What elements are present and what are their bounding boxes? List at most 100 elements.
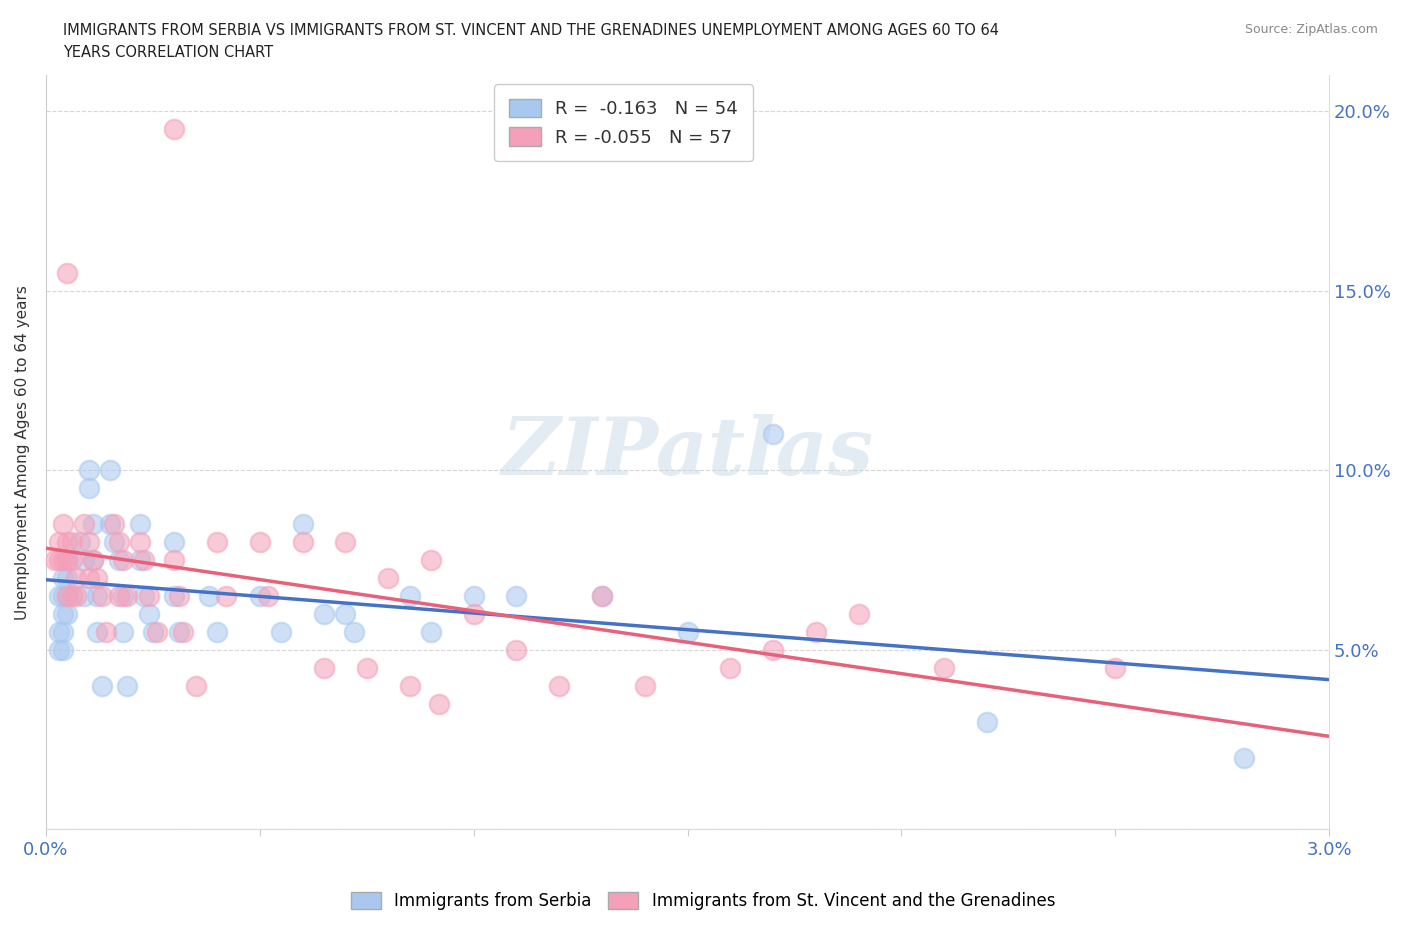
Point bbox=[111, 624, 134, 639]
Point bbox=[197, 589, 219, 604]
Point bbox=[52, 571, 75, 586]
Point bbox=[77, 571, 100, 586]
Point bbox=[257, 589, 280, 604]
Point bbox=[419, 552, 441, 567]
Point bbox=[463, 606, 485, 621]
Point bbox=[52, 624, 75, 639]
Point bbox=[184, 678, 207, 693]
Point bbox=[142, 624, 165, 639]
Point bbox=[52, 606, 75, 621]
Point bbox=[291, 535, 314, 550]
Point bbox=[163, 122, 186, 137]
Point bbox=[138, 606, 160, 621]
Point bbox=[86, 624, 108, 639]
Point bbox=[312, 660, 335, 675]
Point bbox=[56, 589, 79, 604]
Point bbox=[398, 589, 420, 604]
Point bbox=[60, 552, 83, 567]
Point bbox=[69, 535, 91, 550]
Y-axis label: Unemployment Among Ages 60 to 64 years: Unemployment Among Ages 60 to 64 years bbox=[15, 285, 30, 620]
Point bbox=[77, 481, 100, 496]
Point bbox=[56, 606, 79, 621]
Point bbox=[52, 643, 75, 658]
Point bbox=[73, 517, 96, 532]
Point bbox=[115, 678, 138, 693]
Point bbox=[73, 589, 96, 604]
Point bbox=[129, 535, 152, 550]
Point bbox=[214, 589, 236, 604]
Point bbox=[1104, 660, 1126, 675]
Point bbox=[115, 589, 138, 604]
Point bbox=[163, 535, 186, 550]
Point bbox=[312, 606, 335, 621]
Point bbox=[90, 678, 112, 693]
Point bbox=[804, 624, 827, 639]
Point bbox=[163, 552, 186, 567]
Point bbox=[107, 589, 129, 604]
Point bbox=[65, 571, 87, 586]
Point bbox=[167, 589, 190, 604]
Point bbox=[48, 535, 70, 550]
Point bbox=[463, 589, 485, 604]
Point bbox=[356, 660, 378, 675]
Point bbox=[505, 643, 527, 658]
Point bbox=[591, 589, 613, 604]
Point bbox=[419, 624, 441, 639]
Point bbox=[98, 517, 121, 532]
Point bbox=[103, 517, 125, 532]
Point bbox=[718, 660, 741, 675]
Point bbox=[762, 427, 785, 442]
Point bbox=[167, 624, 190, 639]
Point bbox=[56, 552, 79, 567]
Point bbox=[94, 624, 117, 639]
Legend: R =  -0.163   N = 54, R = -0.055   N = 57: R = -0.163 N = 54, R = -0.055 N = 57 bbox=[494, 85, 752, 161]
Point bbox=[343, 624, 366, 639]
Point bbox=[82, 517, 104, 532]
Point bbox=[134, 589, 156, 604]
Point bbox=[291, 517, 314, 532]
Point bbox=[129, 517, 152, 532]
Point bbox=[56, 571, 79, 586]
Point bbox=[848, 606, 870, 621]
Point bbox=[205, 535, 228, 550]
Point bbox=[634, 678, 657, 693]
Point bbox=[107, 552, 129, 567]
Point bbox=[270, 624, 292, 639]
Point bbox=[249, 535, 271, 550]
Point bbox=[48, 624, 70, 639]
Point bbox=[134, 552, 156, 567]
Point bbox=[111, 552, 134, 567]
Point bbox=[82, 552, 104, 567]
Point bbox=[48, 552, 70, 567]
Text: YEARS CORRELATION CHART: YEARS CORRELATION CHART bbox=[63, 45, 273, 60]
Point bbox=[146, 624, 169, 639]
Point bbox=[676, 624, 699, 639]
Point bbox=[934, 660, 956, 675]
Point bbox=[107, 535, 129, 550]
Point bbox=[56, 535, 79, 550]
Point bbox=[129, 552, 152, 567]
Point bbox=[56, 552, 79, 567]
Point bbox=[56, 589, 79, 604]
Point bbox=[591, 589, 613, 604]
Point bbox=[505, 589, 527, 604]
Point bbox=[1232, 751, 1254, 765]
Point bbox=[335, 535, 357, 550]
Point bbox=[548, 678, 571, 693]
Point bbox=[48, 589, 70, 604]
Text: ZIPatlas: ZIPatlas bbox=[502, 414, 873, 491]
Point bbox=[65, 589, 87, 604]
Point bbox=[377, 571, 399, 586]
Legend: Immigrants from Serbia, Immigrants from St. Vincent and the Grenadines: Immigrants from Serbia, Immigrants from … bbox=[344, 885, 1062, 917]
Point bbox=[44, 552, 66, 567]
Point bbox=[73, 552, 96, 567]
Point bbox=[98, 463, 121, 478]
Point bbox=[398, 678, 420, 693]
Point bbox=[60, 589, 83, 604]
Point bbox=[52, 589, 75, 604]
Point bbox=[56, 265, 79, 280]
Point bbox=[86, 571, 108, 586]
Text: IMMIGRANTS FROM SERBIA VS IMMIGRANTS FROM ST. VINCENT AND THE GRENADINES UNEMPLO: IMMIGRANTS FROM SERBIA VS IMMIGRANTS FRO… bbox=[63, 23, 1000, 38]
Point bbox=[90, 589, 112, 604]
Text: Source: ZipAtlas.com: Source: ZipAtlas.com bbox=[1244, 23, 1378, 36]
